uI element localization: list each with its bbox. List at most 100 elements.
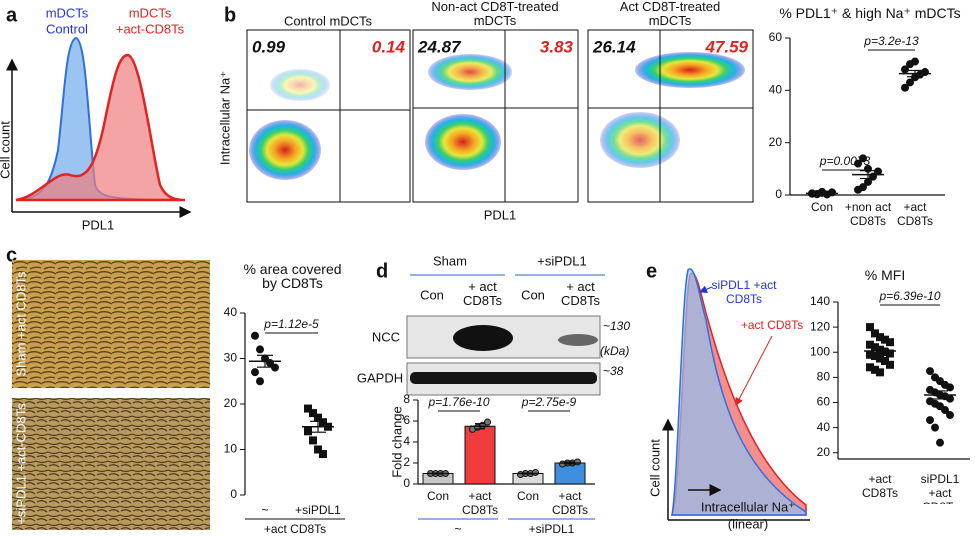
- y-tick-label: 40: [817, 420, 831, 434]
- x-tick-label: +act CD8Ts: [897, 200, 933, 228]
- data-point: [946, 411, 954, 420]
- y-tick-label: 0: [230, 487, 237, 501]
- data-point: [886, 338, 894, 347]
- x-tick-label: Con: [517, 489, 539, 503]
- flow-plot: [246, 29, 411, 203]
- lane-label-text: + act CD8Ts: [462, 280, 502, 308]
- data-point: [304, 404, 312, 413]
- bar: [464, 425, 496, 485]
- lane-label: + act CD8Ts: [561, 280, 600, 308]
- data-point: [946, 383, 954, 392]
- data-point: [256, 345, 264, 354]
- x-tick-label-text: Con: [810, 200, 833, 214]
- chart-title: % PDL1⁺ & high Na⁺ mDCTs: [779, 6, 961, 21]
- y-tick-label: 30: [224, 351, 238, 365]
- x-tick-label-text: siPDL1 +act CD8Ts: [920, 472, 960, 504]
- panel-letter: a: [6, 4, 18, 26]
- y-tick-label: 20: [817, 445, 831, 459]
- legend-text: +act CD8Ts: [741, 318, 803, 332]
- quadrant-value: 3.83: [540, 37, 574, 56]
- data-point: [926, 416, 934, 425]
- x-tick-label: Con: [426, 489, 449, 503]
- group-label: Sham: [433, 253, 467, 268]
- plot-title-text: Act CD8T-treated mDCTs: [619, 0, 721, 28]
- size-label: ~38: [603, 364, 624, 378]
- blot-label: GAPDH: [357, 370, 403, 385]
- data-point: [926, 367, 934, 376]
- plot-title: Non-act CD8T-treated mDCTs: [431, 0, 559, 28]
- y-tick-label: 120: [810, 319, 830, 333]
- quadrant-value: 26.14: [592, 37, 636, 56]
- data-point: [251, 368, 259, 377]
- pointer: [699, 285, 713, 293]
- plot-title: Control mDCTs: [284, 13, 373, 28]
- legend-text: Control: [46, 21, 88, 36]
- group-label: +act CD8Ts: [264, 522, 326, 536]
- data-point: [828, 188, 836, 197]
- chart-title-text: % PDL1⁺ & high Na⁺ mDCTs: [779, 6, 961, 21]
- data-point: [319, 450, 327, 459]
- image-label: +siPDL1 +act-CD8Ts: [13, 403, 28, 525]
- plot-title: Act CD8T-treated mDCTs: [619, 0, 721, 28]
- chart-title: % MFI: [864, 268, 906, 283]
- x-tick-label: ~: [261, 503, 268, 517]
- density: [600, 112, 680, 168]
- p-value: p=1.12e-5: [263, 317, 319, 331]
- panel-letter: c: [6, 244, 17, 266]
- plot-title-text: Non-act CD8T-treated mDCTs: [431, 0, 559, 28]
- data-point: [314, 445, 322, 454]
- x-tick-label: +act CD8Ts: [861, 472, 898, 500]
- band: [453, 325, 513, 351]
- data-point: [532, 468, 539, 476]
- data-point: [256, 377, 264, 386]
- y-tick-label: 100: [810, 344, 830, 358]
- legend-text: +act-CD8Ts: [116, 21, 185, 36]
- x-tick-label-text: Con: [426, 489, 449, 503]
- band: [410, 372, 597, 384]
- axis-label: PDL1: [82, 217, 115, 232]
- y-tick-label: 140: [810, 294, 830, 308]
- group-label: +siPDL1: [537, 253, 587, 268]
- x-tick-label-text: +non act CD8Ts: [844, 200, 892, 228]
- y-tick-label: 80: [817, 370, 831, 384]
- unit-label: (kDa): [600, 344, 629, 358]
- data-point: [941, 406, 949, 415]
- y-tick-label: 60: [769, 30, 783, 44]
- y-tick-label: 10: [224, 442, 238, 456]
- y-tick-label: 40: [769, 83, 783, 97]
- density: [428, 54, 512, 90]
- y-tick-label: 20: [769, 135, 783, 149]
- data-point: [931, 423, 939, 432]
- y-tick-label: 6: [403, 413, 410, 427]
- data-point: [921, 68, 929, 77]
- y-tick-label: 60: [817, 395, 831, 409]
- panel-letter: b: [224, 4, 236, 26]
- y-tick-label: 8: [403, 392, 410, 406]
- density: [635, 52, 745, 88]
- data-point: [911, 57, 919, 66]
- y-tick-label: 40: [224, 305, 238, 319]
- axis-label: Intracellular Na⁺: [701, 499, 795, 514]
- group-label: ~: [454, 522, 461, 536]
- legend-text: mDCTs: [46, 5, 89, 20]
- density: [270, 69, 330, 101]
- axis-label: PDL1: [484, 207, 517, 222]
- data-point: [859, 154, 867, 163]
- data-point: [854, 159, 862, 168]
- data-point: [251, 331, 259, 340]
- x-tick-label: Con: [810, 200, 833, 214]
- data-point: [906, 78, 914, 87]
- flow-plot: [587, 29, 754, 203]
- quadrant-value: 0.99: [252, 37, 286, 56]
- data-point: [309, 436, 317, 445]
- data-point: [818, 187, 826, 196]
- data-point: [484, 418, 491, 426]
- group-label: +siPDL1: [529, 522, 575, 536]
- chart-title-text: % MFI: [864, 268, 906, 283]
- x-tick-label-text: +act CD8Ts: [861, 472, 898, 500]
- quadrant-value: 47.59: [704, 37, 748, 56]
- legend-text: mDCTs: [129, 5, 172, 20]
- micrograph: [12, 260, 210, 388]
- x-tick-label-text: +siPDL1: [295, 503, 341, 517]
